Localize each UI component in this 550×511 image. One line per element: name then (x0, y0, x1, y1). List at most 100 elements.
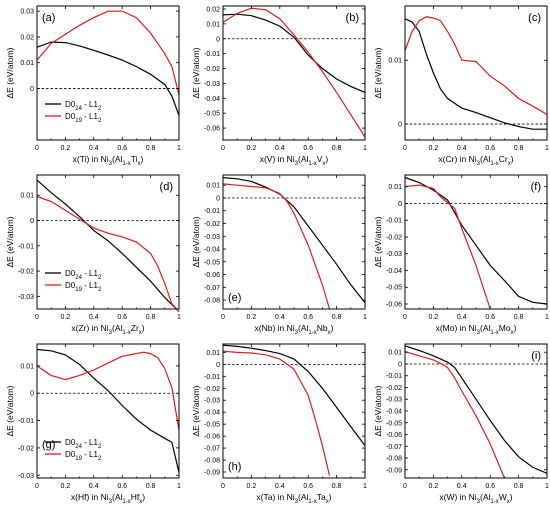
y-tick-label: -0.04 (204, 410, 220, 417)
x-tick-label: 0 (221, 314, 225, 321)
series-line-d019 (404, 16, 548, 116)
panel-label: (h) (228, 461, 241, 473)
y-tick-label: 0 (216, 195, 220, 202)
x-tick-label: 0.6 (485, 145, 495, 152)
y-tick-label: 0.01 (388, 350, 402, 357)
y-tick-label: 0 (398, 361, 402, 368)
y-tick-label: 0.01 (20, 60, 34, 67)
x-tick-label: 0.6 (117, 314, 127, 321)
x-tick-label: 0 (403, 145, 407, 152)
series-line-d019 (36, 10, 180, 96)
x-tick-label: 0.2 (61, 314, 71, 321)
y-tick-label: -0.03 (386, 397, 402, 404)
panel-ta: 0 0.2 0.4 0.6 0.8 1 0.01 0 -0.01 -0.02 -0.03 -0.04 -… (191, 343, 367, 505)
x-axis-label: x(W) in Ni3(Al1-xWx) (439, 492, 512, 505)
x-tick-label: 0.8 (514, 145, 524, 152)
panel-ti: 0 0.2 0.4 0.6 0.8 1 0 0.01 0.02 0.03 ΔE (eV/atom) x… (5, 5, 181, 167)
y-tick-label: -0.01 (386, 218, 402, 225)
panel-cr: 0 0.2 0.4 0.6 0.8 1 0 0.01 ΔE (eV/atom) x(Cr) in … (373, 5, 549, 167)
x-tick-label: 0.8 (146, 314, 156, 321)
series-line-d024 (36, 179, 180, 312)
panel-mo: 0 0.2 0.4 0.6 0.8 1 0.01 0 -0.01 -0.02 -0.03 -0.04 -… (373, 174, 549, 336)
plot-frame (222, 5, 366, 141)
x-tick-label: 0.4 (457, 314, 467, 321)
y-tick-label: 0.03 (20, 9, 34, 16)
x-tick-label: 0.8 (146, 483, 156, 490)
y-axis-label: ΔE (eV/atom) (5, 385, 15, 436)
panel-label: (a) (42, 12, 55, 24)
y-tick-label: 0.01 (206, 183, 220, 190)
series-line-d024 (222, 344, 366, 447)
y-tick-label: -0.01 (386, 373, 402, 380)
x-tick-label: 0.2 (61, 145, 71, 152)
legend-entry: D019 - L12 (65, 112, 102, 124)
y-tick-label: 0.01 (388, 184, 402, 191)
y-tick-label: -0.06 (386, 432, 402, 439)
series-line-d024 (36, 348, 180, 473)
y-tick-label: -0.05 (204, 422, 220, 429)
x-tick-label: 0.2 (429, 483, 439, 490)
y-tick-label: -0.03 (204, 398, 220, 405)
y-tick-label: -0.01 (18, 418, 34, 425)
y-tick-label: -0.03 (204, 81, 220, 88)
x-tick-label: 0.4 (275, 483, 285, 490)
y-tick-label: 0.01 (20, 363, 34, 370)
y-tick-label: -0.02 (18, 269, 34, 276)
x-tick-label: 0.4 (457, 483, 467, 490)
y-tick-label: -0.07 (386, 444, 402, 451)
legend-entry: D019 - L12 (65, 450, 102, 462)
x-tick-label: 1 (545, 314, 549, 321)
y-tick-label: -0.03 (204, 234, 220, 241)
x-tick-label: 0.2 (61, 483, 71, 490)
y-axis-label: ΔE (eV/atom) (191, 385, 201, 436)
y-tick-label: -0.05 (386, 285, 402, 292)
x-tick-label: 0 (221, 145, 225, 152)
panel-label: (i) (531, 350, 541, 362)
y-tick-label: 0.01 (20, 193, 34, 200)
series-line-d019 (36, 195, 180, 312)
y-tick-label: -0.04 (386, 268, 402, 275)
y-tick-label: -0.06 (386, 301, 402, 308)
x-axis-label: x(Ti) in Ni3(Al1-xTix) (73, 154, 144, 167)
panel-label: (b) (346, 12, 359, 24)
x-tick-label: 0.6 (117, 145, 127, 152)
y-tick-label: -0.04 (386, 409, 402, 416)
x-tick-label: 0.4 (275, 145, 285, 152)
x-tick-label: 0.8 (332, 145, 342, 152)
x-tick-label: 1 (363, 483, 367, 490)
y-tick-label: -0.07 (204, 285, 220, 292)
panel-label: (g) (42, 439, 55, 451)
x-tick-label: 0.8 (332, 314, 342, 321)
x-tick-label: 0.4 (457, 145, 467, 152)
x-tick-label: 1 (177, 145, 181, 152)
x-tick-label: 0.2 (247, 483, 257, 490)
y-tick-label: -0.03 (18, 294, 34, 301)
series-line-d024 (404, 176, 548, 305)
plot-frame (404, 174, 548, 310)
y-tick-label: -0.01 (204, 208, 220, 215)
y-tick-label: 0 (216, 362, 220, 369)
y-tick-label: 0 (30, 86, 34, 93)
plot-frame (222, 343, 366, 479)
y-tick-label: 0 (30, 391, 34, 398)
x-tick-label: 0 (221, 483, 225, 490)
series-line-d024 (222, 177, 366, 303)
y-tick-label: 0.01 (206, 21, 220, 28)
x-axis-label: x(Mo) in Ni3(Al1-xMox) (436, 323, 517, 336)
y-tick-label: 0 (398, 201, 402, 208)
legend-entry: D024 - L12 (65, 438, 102, 450)
x-tick-label: 0.6 (303, 314, 313, 321)
series-line-d019 (222, 183, 331, 310)
x-tick-label: 0.6 (303, 145, 313, 152)
x-tick-label: 0.6 (485, 483, 495, 490)
series-line-d019 (404, 351, 505, 479)
plot-frame (36, 5, 180, 141)
series-line-d019 (222, 7, 366, 138)
x-tick-label: 1 (363, 314, 367, 321)
panel-label: (e) (228, 292, 241, 304)
x-tick-label: 0 (403, 483, 407, 490)
x-tick-label: 1 (177, 314, 181, 321)
x-tick-label: 0.6 (117, 483, 127, 490)
